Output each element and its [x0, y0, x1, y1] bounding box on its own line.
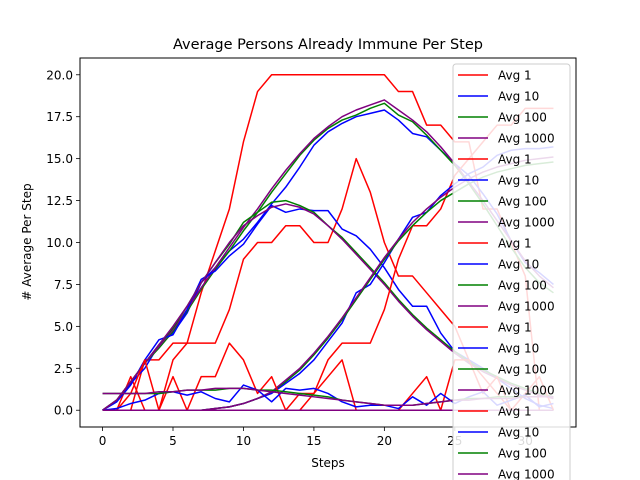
x-tick-label: 5	[169, 434, 177, 448]
legend-label: Avg 10	[498, 258, 539, 272]
legend-item: Avg 10	[458, 342, 539, 356]
y-tick-label: 20.0	[46, 68, 73, 82]
legend-label: Avg 1000	[498, 468, 555, 480]
y-tick-label: 2.5	[54, 362, 73, 376]
legend-item: Avg 1000	[458, 132, 555, 146]
legend-label: Avg 100	[498, 447, 547, 461]
legend-label: Avg 10	[498, 426, 539, 440]
legend-item: Avg 10	[458, 258, 539, 272]
legend-label: Avg 100	[498, 363, 547, 377]
legend-item: Avg 1000	[458, 300, 555, 314]
legend-label: Avg 1000	[498, 300, 555, 314]
legend-label: Avg 1	[498, 405, 532, 419]
y-tick-label: 12.5	[46, 194, 73, 208]
x-axis-label: Steps	[311, 456, 345, 470]
legend-item: Avg 1	[458, 405, 532, 419]
legend-label: Avg 1	[498, 321, 532, 335]
legend-label: Avg 100	[498, 111, 547, 125]
y-tick-label: 15.0	[46, 152, 73, 166]
legend: Avg 1 Avg 10 Avg 100 Avg 1000 Avg 1 Avg 10 Avg…	[452, 63, 571, 480]
legend-item: Avg 1000	[458, 468, 555, 480]
legend-label: Avg 100	[498, 279, 547, 293]
legend-label: Avg 1	[498, 153, 532, 167]
legend-item: Avg 100	[458, 279, 547, 293]
legend-label: Avg 10	[498, 174, 539, 188]
y-tick-label: 10.0	[46, 236, 73, 250]
legend-frame	[452, 63, 571, 480]
legend-item: Avg 1	[458, 69, 532, 83]
y-axis: 0.0 2.5 5.0 7.5 10.0 12.5 15.0 17.5 20.0	[46, 68, 80, 418]
x-tick-label: 20	[377, 434, 392, 448]
y-tick-label: 7.5	[54, 278, 73, 292]
legend-label: Avg 1000	[498, 132, 555, 146]
legend-item: Avg 100	[458, 363, 547, 377]
legend-label: Avg 10	[498, 90, 539, 104]
legend-label: Avg 1	[498, 237, 532, 251]
legend-item: Avg 1000	[458, 216, 555, 230]
legend-label: Avg 10	[498, 342, 539, 356]
legend-item: Avg 100	[458, 111, 547, 125]
legend-item: Avg 1	[458, 153, 532, 167]
legend-item: Avg 1	[458, 321, 532, 335]
legend-item: Avg 10	[458, 174, 539, 188]
legend-item: Avg 100	[458, 195, 547, 209]
legend-label: Avg 1000	[498, 384, 555, 398]
legend-item: Avg 1	[458, 237, 532, 251]
y-tick-label: 0.0	[54, 404, 73, 418]
legend-label: Avg 1000	[498, 216, 555, 230]
x-tick-label: 10	[236, 434, 251, 448]
y-tick-label: 5.0	[54, 320, 73, 334]
x-tick-label: 15	[306, 434, 321, 448]
legend-label: Avg 100	[498, 195, 547, 209]
legend-label: Avg 1	[498, 69, 532, 83]
y-axis-label: # Average Per Step	[20, 183, 34, 300]
x-tick-label: 0	[99, 434, 107, 448]
legend-item: Avg 1000	[458, 384, 555, 398]
y-tick-label: 17.5	[46, 110, 73, 124]
legend-items: Avg 1 Avg 10 Avg 100 Avg 1000 Avg 1 Avg 10 Avg…	[458, 69, 555, 480]
legend-item: Avg 10	[458, 426, 539, 440]
chart-title: Average Persons Already Immune Per Step	[173, 37, 483, 53]
legend-item: Avg 10	[458, 90, 539, 104]
legend-item: Avg 100	[458, 447, 547, 461]
